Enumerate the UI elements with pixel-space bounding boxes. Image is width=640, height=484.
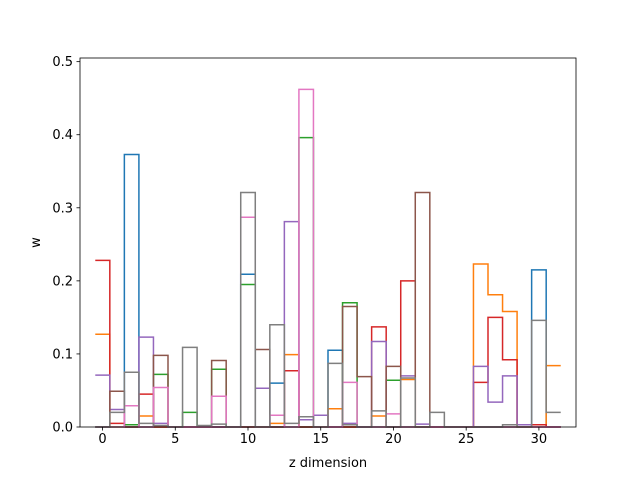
x-axis-label: z dimension bbox=[289, 456, 367, 471]
x-tick-label: 30 bbox=[531, 432, 548, 447]
y-tick-label: 0.5 bbox=[52, 55, 73, 70]
x-tick-label: 15 bbox=[312, 432, 329, 447]
y-tick-label: 0.1 bbox=[52, 347, 73, 362]
axes-frame bbox=[79, 57, 577, 428]
y-axis-ticks: 0.0 0.1 0.2 0.3 0.4 0.5 bbox=[52, 55, 80, 436]
y-tick-label: 0.0 bbox=[52, 421, 73, 436]
y-tick-label: 0.4 bbox=[52, 128, 73, 143]
x-tick-label: 25 bbox=[458, 432, 475, 447]
y-tick-label: 0.3 bbox=[52, 201, 73, 216]
y-axis-label: w bbox=[29, 237, 44, 248]
x-axis-ticks: 0 5 10 15 20 25 30 bbox=[98, 427, 547, 447]
x-tick-label: 20 bbox=[385, 432, 402, 447]
x-tick-label: 0 bbox=[98, 432, 106, 447]
y-tick-label: 0.2 bbox=[52, 274, 73, 289]
x-tick-label: 10 bbox=[240, 432, 257, 447]
x-tick-label: 5 bbox=[171, 432, 179, 447]
